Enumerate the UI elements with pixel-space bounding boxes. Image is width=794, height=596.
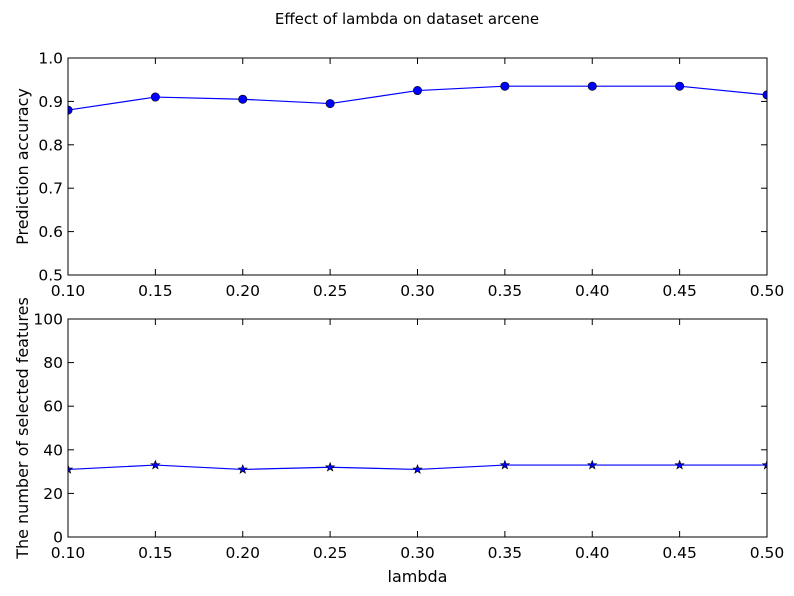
data-point <box>499 459 511 470</box>
x-tick-label: 0.40 <box>575 282 610 300</box>
x-tick-label: 0.45 <box>662 282 697 300</box>
y-tick-label: 20 <box>43 485 63 503</box>
x-tick-label: 0.40 <box>575 544 610 562</box>
subplot-features: 0.10 0.15 0.20 0.25 0.30 0.35 0.40 0.45 0.50 0 20 4… <box>13 297 784 586</box>
x-tick-label: 0.15 <box>138 282 173 300</box>
data-point <box>237 463 248 474</box>
y-tick-label: 60 <box>43 398 63 416</box>
x-tick-label: 0.25 <box>313 544 348 562</box>
x-tick-label: 0.10 <box>51 544 86 562</box>
y-tick-label: 0.7 <box>38 180 63 198</box>
data-point <box>587 81 597 91</box>
x-tick-label: 0.30 <box>400 282 435 300</box>
x-tick-label: 0.20 <box>225 544 260 562</box>
data-point <box>68 105 73 115</box>
y-tick-label: 0.6 <box>38 223 63 241</box>
data-point <box>324 461 336 472</box>
x-tick-label: 0.50 <box>750 282 785 300</box>
data-point <box>238 94 248 104</box>
x-tick-label: 0.10 <box>51 282 86 300</box>
y-tick-label: 0.5 <box>38 267 63 285</box>
data-point <box>325 99 335 109</box>
x-tick-label: 0.45 <box>662 544 697 562</box>
data-point <box>150 92 160 102</box>
axes-frame <box>67 57 768 276</box>
subplot-accuracy: 0.10 0.15 0.20 0.25 0.30 0.35 0.40 0.45 0.50 0.5 0… <box>13 50 784 301</box>
data-point <box>412 86 422 96</box>
x-tick-label: 0.35 <box>488 282 523 300</box>
y-tick-label: 0.9 <box>38 93 63 111</box>
y-tick-label: 0 <box>53 529 63 547</box>
data-point <box>150 459 161 470</box>
data-point <box>587 459 598 470</box>
x-axis-label: lambda <box>388 567 448 586</box>
x-tick-label: 0.35 <box>488 544 523 562</box>
figure-title: Effect of lambda on dataset arcene <box>275 10 539 28</box>
y-axis-label: The number of selected features <box>13 297 32 560</box>
y-tick-label: 40 <box>43 441 63 459</box>
y-tick-label: 80 <box>43 354 63 372</box>
x-tick-label: 0.20 <box>225 282 260 300</box>
axes-frame <box>67 318 768 538</box>
y-tick-label: 100 <box>33 311 63 329</box>
series-0 <box>68 459 767 474</box>
plots: 0.10 0.15 0.20 0.25 0.30 0.35 0.40 0.45 0.500.50… <box>13 50 784 587</box>
data-point <box>68 463 74 474</box>
data-point <box>761 459 767 470</box>
x-tick-label: 0.30 <box>400 544 435 562</box>
data-point <box>675 81 685 91</box>
series-0 <box>68 81 767 115</box>
y-tick-label: 1.0 <box>38 50 63 68</box>
data-point <box>500 81 510 91</box>
data-point <box>674 459 685 470</box>
y-tick-label: 0.8 <box>38 136 63 154</box>
x-tick-label: 0.50 <box>750 544 785 562</box>
x-tick-label: 0.25 <box>313 282 348 300</box>
y-axis-label: Prediction accuracy <box>13 88 32 245</box>
data-point <box>412 463 423 474</box>
x-tick-label: 0.15 <box>138 544 173 562</box>
